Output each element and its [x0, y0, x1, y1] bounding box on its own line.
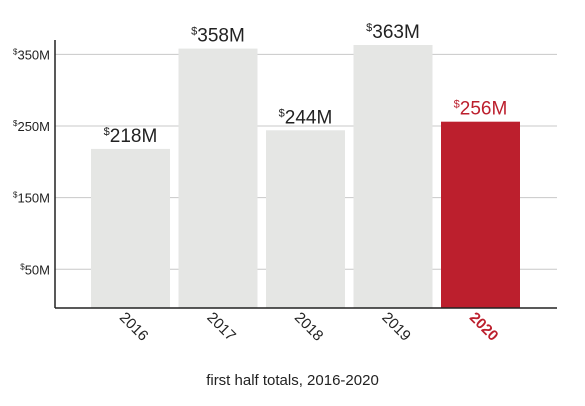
y-tick-currency-symbol: $ [13, 47, 18, 56]
axes [54, 40, 557, 309]
data-label-currency-symbol: $ [366, 22, 372, 34]
data-labels: $218M$358M$244M$363M$256M [104, 22, 508, 147]
y-tick-150M: $150M [13, 191, 50, 206]
x-tick-2016: 2016 [116, 309, 152, 345]
y-tick-currency-symbol: $ [20, 262, 25, 271]
y-tick-value: 150M [17, 191, 50, 206]
x-tick-labels: 2016 2017 2018 2019 2020 [116, 309, 502, 345]
data-label-value: 358M [197, 26, 245, 47]
data-label-currency-symbol: $ [454, 99, 460, 111]
data-label-2016: $218M [104, 126, 158, 147]
x-tick-2017: 2017 [203, 309, 239, 345]
data-label-currency-symbol: $ [104, 126, 110, 138]
x-tick-2020: 2020 [466, 309, 502, 345]
x-tick-2019: 2019 [378, 309, 414, 345]
y-tick-currency-symbol: $ [13, 191, 18, 200]
bar-2020 [441, 121, 520, 308]
data-label-value: 363M [372, 22, 420, 43]
y-tick-value: 50M [25, 262, 50, 277]
data-label-currency-symbol: $ [191, 26, 197, 38]
data-label-2019: $363M [366, 22, 420, 43]
x-tick-2018: 2018 [291, 309, 327, 345]
y-tick-350M: $350M [13, 47, 50, 62]
data-label-2020: $256M [454, 99, 508, 120]
y-tick-250M: $250M [13, 119, 50, 134]
bars [91, 45, 520, 308]
y-tick-currency-symbol: $ [13, 119, 18, 128]
y-tick-value: 250M [17, 119, 50, 134]
bar-2018 [266, 130, 345, 308]
data-label-currency-symbol: $ [279, 107, 285, 119]
y-tick-value: 350M [17, 47, 50, 62]
data-label-value: 244M [285, 107, 333, 128]
y-tick-50M: $50M [20, 262, 50, 277]
data-label-value: 256M [460, 99, 508, 120]
data-label-value: 218M [110, 126, 158, 147]
bar-2019 [353, 45, 433, 308]
bar-2016 [91, 148, 170, 308]
y-tick-labels: $50M$150M$250M$350M [13, 47, 50, 277]
bar-2017 [178, 48, 258, 308]
x-axis-label: first half totals, 2016-2020 [206, 372, 379, 389]
data-label-2017: $358M [191, 26, 245, 47]
data-label-2018: $244M [279, 107, 333, 128]
